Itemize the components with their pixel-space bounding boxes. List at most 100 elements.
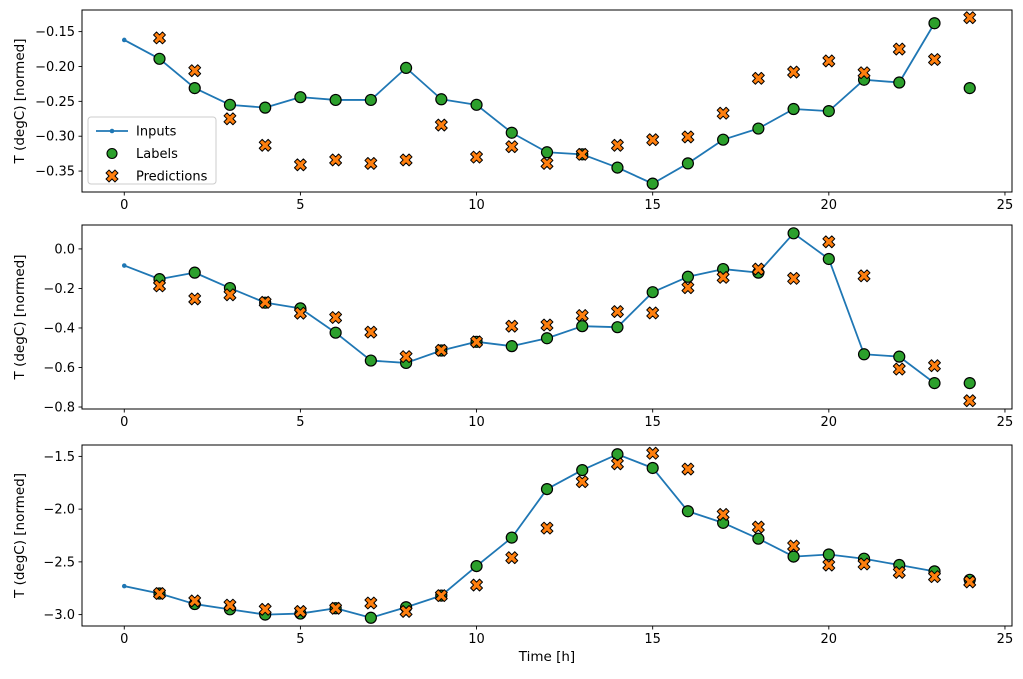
labels-marker <box>329 326 342 339</box>
predictions-marker <box>293 158 307 172</box>
legend-labels-sample <box>106 147 118 160</box>
labels-marker <box>399 61 413 74</box>
legend-box <box>87 116 217 185</box>
y-tick-label: −0.4 <box>43 321 75 336</box>
labels-marker <box>681 505 695 518</box>
predictions-marker <box>787 271 801 285</box>
predictions-marker <box>892 42 906 56</box>
legend: Inputs Labels Predictions <box>87 116 217 185</box>
predictions-marker <box>399 350 413 364</box>
x-tick-label: 5 <box>296 415 304 430</box>
x-tick-label: 20 <box>821 198 838 213</box>
predictions-marker <box>646 133 660 147</box>
labels-marker <box>188 266 201 279</box>
labels-marker <box>505 340 518 353</box>
labels-marker <box>611 161 624 174</box>
x-tick-label: 15 <box>644 415 661 430</box>
labels-marker <box>505 531 518 544</box>
predictions-marker <box>188 292 202 306</box>
predictions-marker <box>716 106 730 120</box>
labels-marker <box>752 532 765 545</box>
predictions-marker <box>153 279 166 293</box>
y-tick-label: −0.2 <box>43 282 75 297</box>
labels-marker <box>928 17 941 30</box>
labels-marker <box>188 81 201 95</box>
predictions-marker <box>646 446 660 460</box>
inputs-line <box>123 232 936 384</box>
predictions-marker <box>892 565 906 579</box>
predictions-marker <box>928 53 941 66</box>
predictions-marker <box>646 306 660 320</box>
y-tick-label: −0.35 <box>35 165 75 180</box>
predictions-marker <box>329 601 343 615</box>
labels-marker <box>787 550 800 563</box>
labels-marker <box>822 105 835 118</box>
predictions-marker <box>575 309 589 322</box>
predictions-marker <box>575 147 589 161</box>
predictions-marker <box>611 305 624 318</box>
labels-marker <box>364 93 377 107</box>
y-tick-label: 0.0 <box>54 242 75 257</box>
predictions-marker <box>928 570 941 584</box>
predictions-marker <box>540 156 554 170</box>
predictions-marker <box>329 311 343 324</box>
predictions-marker <box>575 475 589 489</box>
labels-marker <box>540 332 554 345</box>
subplot-3: 0 5 10 15 20 25 −1.5 −2.0 −2.5 −3.0 T (degC) [norm… <box>12 444 1014 665</box>
y-axis-label: T (degC) [normed] <box>12 473 28 599</box>
x-tick-label: 15 <box>644 198 661 213</box>
labels-marker <box>576 320 589 333</box>
labels-marker <box>646 177 659 190</box>
predictions-marker <box>505 319 519 333</box>
x-tick-label: 25 <box>997 632 1014 647</box>
inputs-point <box>121 37 127 43</box>
predictions-marker <box>787 539 801 553</box>
labels-marker <box>540 482 554 496</box>
axes-frame <box>81 444 1013 627</box>
predictions-marker <box>540 318 554 332</box>
predictions-marker <box>153 31 166 45</box>
predictions-marker <box>716 507 730 521</box>
legend-item-label: Predictions <box>136 170 208 185</box>
predictions-marker <box>963 11 977 25</box>
predictions-marker <box>751 71 765 85</box>
labels-marker <box>963 377 976 390</box>
predictions-marker <box>258 602 272 616</box>
labels-marker <box>259 101 272 114</box>
y-tick-label: −0.6 <box>43 361 75 376</box>
predictions-marker <box>470 150 483 164</box>
labels-marker <box>611 448 624 461</box>
predictions-marker <box>892 362 906 376</box>
labels-marker <box>540 146 554 159</box>
y-tick-label: −1.5 <box>43 450 75 465</box>
predictions-marker <box>963 394 977 408</box>
predictions-marker <box>611 138 624 152</box>
labels-marker <box>294 91 307 104</box>
x-tick-label: 15 <box>644 632 661 647</box>
predictions-marker <box>857 269 871 283</box>
predictions-marker <box>293 605 307 618</box>
x-tick-label: 5 <box>296 632 304 647</box>
y-tick-label: −0.20 <box>35 60 75 75</box>
labels-marker <box>364 354 377 367</box>
predictions-marker <box>681 462 695 476</box>
y-tick-label: −0.30 <box>35 130 75 145</box>
axes-frame <box>81 224 1013 410</box>
legend-predictions-sample <box>105 169 119 183</box>
labels-marker <box>153 52 166 65</box>
labels-marker <box>329 93 342 107</box>
plot-background <box>82 225 1012 409</box>
predictions-marker <box>751 520 765 534</box>
x-tick-label: 10 <box>468 632 485 647</box>
y-axis-label: T (degC) [normed] <box>12 39 28 165</box>
inputs-point <box>121 583 127 589</box>
labels-marker <box>857 348 871 361</box>
labels-marker <box>963 81 976 95</box>
predictions-marker <box>329 153 343 167</box>
x-tick-label: 10 <box>468 198 485 213</box>
predictions-marker <box>470 335 483 349</box>
predictions-marker <box>399 153 413 167</box>
predictions-marker <box>928 359 941 373</box>
predictions-marker <box>505 140 519 154</box>
x-tick-label: 25 <box>997 198 1014 213</box>
